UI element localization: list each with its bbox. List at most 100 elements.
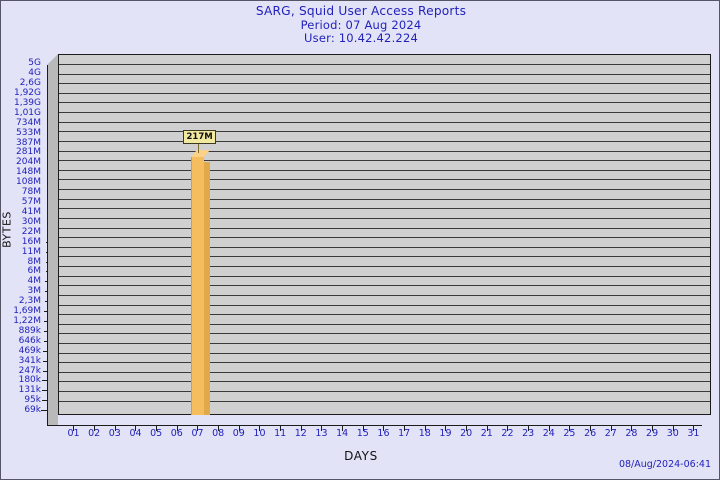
gridline xyxy=(59,371,710,373)
x-axis-tick xyxy=(321,426,323,431)
y-axis-label: 889k xyxy=(18,325,41,336)
x-axis-label: 02 xyxy=(88,428,101,439)
y-axis-labels: 5G 4G 2,6G 1,92G 1,39G 1,01G 734M 533M 387M 281M 2… xyxy=(1,54,41,426)
bar-front-face xyxy=(190,157,204,415)
x-axis-line xyxy=(47,425,702,426)
gridline xyxy=(59,64,710,65)
y-axis-tick xyxy=(42,380,49,382)
y-axis-label: 1,69M xyxy=(13,306,41,317)
y-axis-label: 1,22M xyxy=(13,316,41,327)
y-axis-label: 4M xyxy=(27,276,42,287)
y-axis-label: 341k xyxy=(18,355,41,366)
x-axis-tick xyxy=(280,426,282,431)
y-axis-label: 2,3M xyxy=(18,296,41,307)
x-axis-label: 16 xyxy=(377,428,390,439)
x-axis-tick xyxy=(238,426,240,431)
page-title: SARG, Squid User Access Reports xyxy=(255,4,467,18)
x-axis-tick xyxy=(135,426,137,431)
x-axis-label: 13 xyxy=(315,428,328,439)
gridline xyxy=(59,256,710,258)
y-axis-label: 734M xyxy=(16,117,41,128)
x-axis-label: 10 xyxy=(253,428,266,439)
y-axis-tick xyxy=(42,370,49,372)
plot-side-wall xyxy=(47,54,58,426)
x-axis-label: 12 xyxy=(294,428,307,439)
x-axis-tick xyxy=(590,426,592,431)
y-axis-label: 1,39G xyxy=(13,97,41,108)
x-axis-tick xyxy=(652,426,654,431)
y-axis-label: 69k xyxy=(24,405,41,416)
report-period: Period: 07 Aug 2024 xyxy=(300,17,422,32)
x-axis-label: 29 xyxy=(646,428,659,439)
gridline xyxy=(59,112,710,114)
gridline xyxy=(59,304,710,306)
plot-area xyxy=(58,54,711,415)
gridline xyxy=(59,217,710,219)
y-axis-tick xyxy=(42,390,49,392)
x-axis-tick xyxy=(693,426,695,431)
y-axis-label: 533M xyxy=(16,127,41,138)
y-axis-label: 57M xyxy=(21,197,41,208)
y-axis-label: 646k xyxy=(18,335,41,346)
y-axis-tick xyxy=(43,340,50,342)
y-axis-label: 6M xyxy=(27,266,42,277)
x-axis-label: 24 xyxy=(542,428,555,439)
x-axis-label: 05 xyxy=(150,428,163,439)
bar-side-face xyxy=(203,162,210,415)
x-axis-labels: 01 02 03 04 05 06 07 08 09 10 11 12 13 14 15 16 17 18 19 20… xyxy=(58,428,711,442)
x-axis-tick xyxy=(486,426,488,431)
x-axis-tick xyxy=(73,426,75,431)
x-axis-label: 22 xyxy=(501,428,514,439)
gridline xyxy=(59,342,710,344)
x-axis-tick xyxy=(466,426,468,431)
x-axis-label: 26 xyxy=(584,428,597,439)
x-axis-label: 18 xyxy=(418,428,431,439)
generation-timestamp: 08/Aug/2024-06:41 xyxy=(618,459,711,470)
x-axis-label: 03 xyxy=(108,428,121,439)
gridline xyxy=(59,131,710,133)
y-axis-label: 108M xyxy=(16,177,41,188)
x-axis-label: 31 xyxy=(687,428,700,439)
y-axis-label: 3M xyxy=(27,286,42,297)
x-axis-label: 06 xyxy=(170,428,183,439)
x-axis-tick xyxy=(569,426,571,431)
gridline xyxy=(59,189,710,191)
x-axis-label: 01 xyxy=(67,428,80,439)
x-axis-label: 04 xyxy=(129,428,142,439)
x-axis-tick xyxy=(404,426,406,431)
gridline xyxy=(59,150,710,152)
x-axis-label: 11 xyxy=(274,428,287,439)
gridline xyxy=(59,381,710,383)
gridline xyxy=(59,160,710,162)
y-axis-label: 95k xyxy=(24,395,41,406)
x-axis-title: DAYS xyxy=(344,449,378,463)
y-axis-label: 22M xyxy=(21,226,41,237)
x-axis-tick xyxy=(94,426,96,431)
y-axis-tick xyxy=(41,400,48,402)
gridline xyxy=(59,121,710,123)
y-axis-label: 281M xyxy=(16,147,41,158)
gridline xyxy=(59,400,710,402)
gridline xyxy=(59,92,710,94)
gridline xyxy=(59,294,710,296)
x-axis-tick xyxy=(176,426,178,431)
y-axis-label: 131k xyxy=(18,385,41,396)
x-axis-tick xyxy=(445,426,447,431)
x-axis-label: 09 xyxy=(232,428,245,439)
y-axis-label: 30M xyxy=(21,216,41,227)
gridline xyxy=(59,169,710,171)
x-axis-label: 20 xyxy=(460,428,473,439)
x-axis-label: 15 xyxy=(356,428,369,439)
gridline xyxy=(59,352,710,354)
y-axis-label: 8M xyxy=(27,256,42,267)
x-axis-tick xyxy=(631,426,633,431)
y-axis-label: 180k xyxy=(18,375,41,386)
plot-region: 217M xyxy=(47,54,711,426)
x-axis-label: 08 xyxy=(212,428,225,439)
y-axis-label: 247k xyxy=(18,365,41,376)
x-axis-tick xyxy=(383,426,385,431)
y-axis-label: 1,01G xyxy=(13,107,41,118)
x-axis-label: 17 xyxy=(398,428,411,439)
y-axis-label: 469k xyxy=(18,345,41,356)
